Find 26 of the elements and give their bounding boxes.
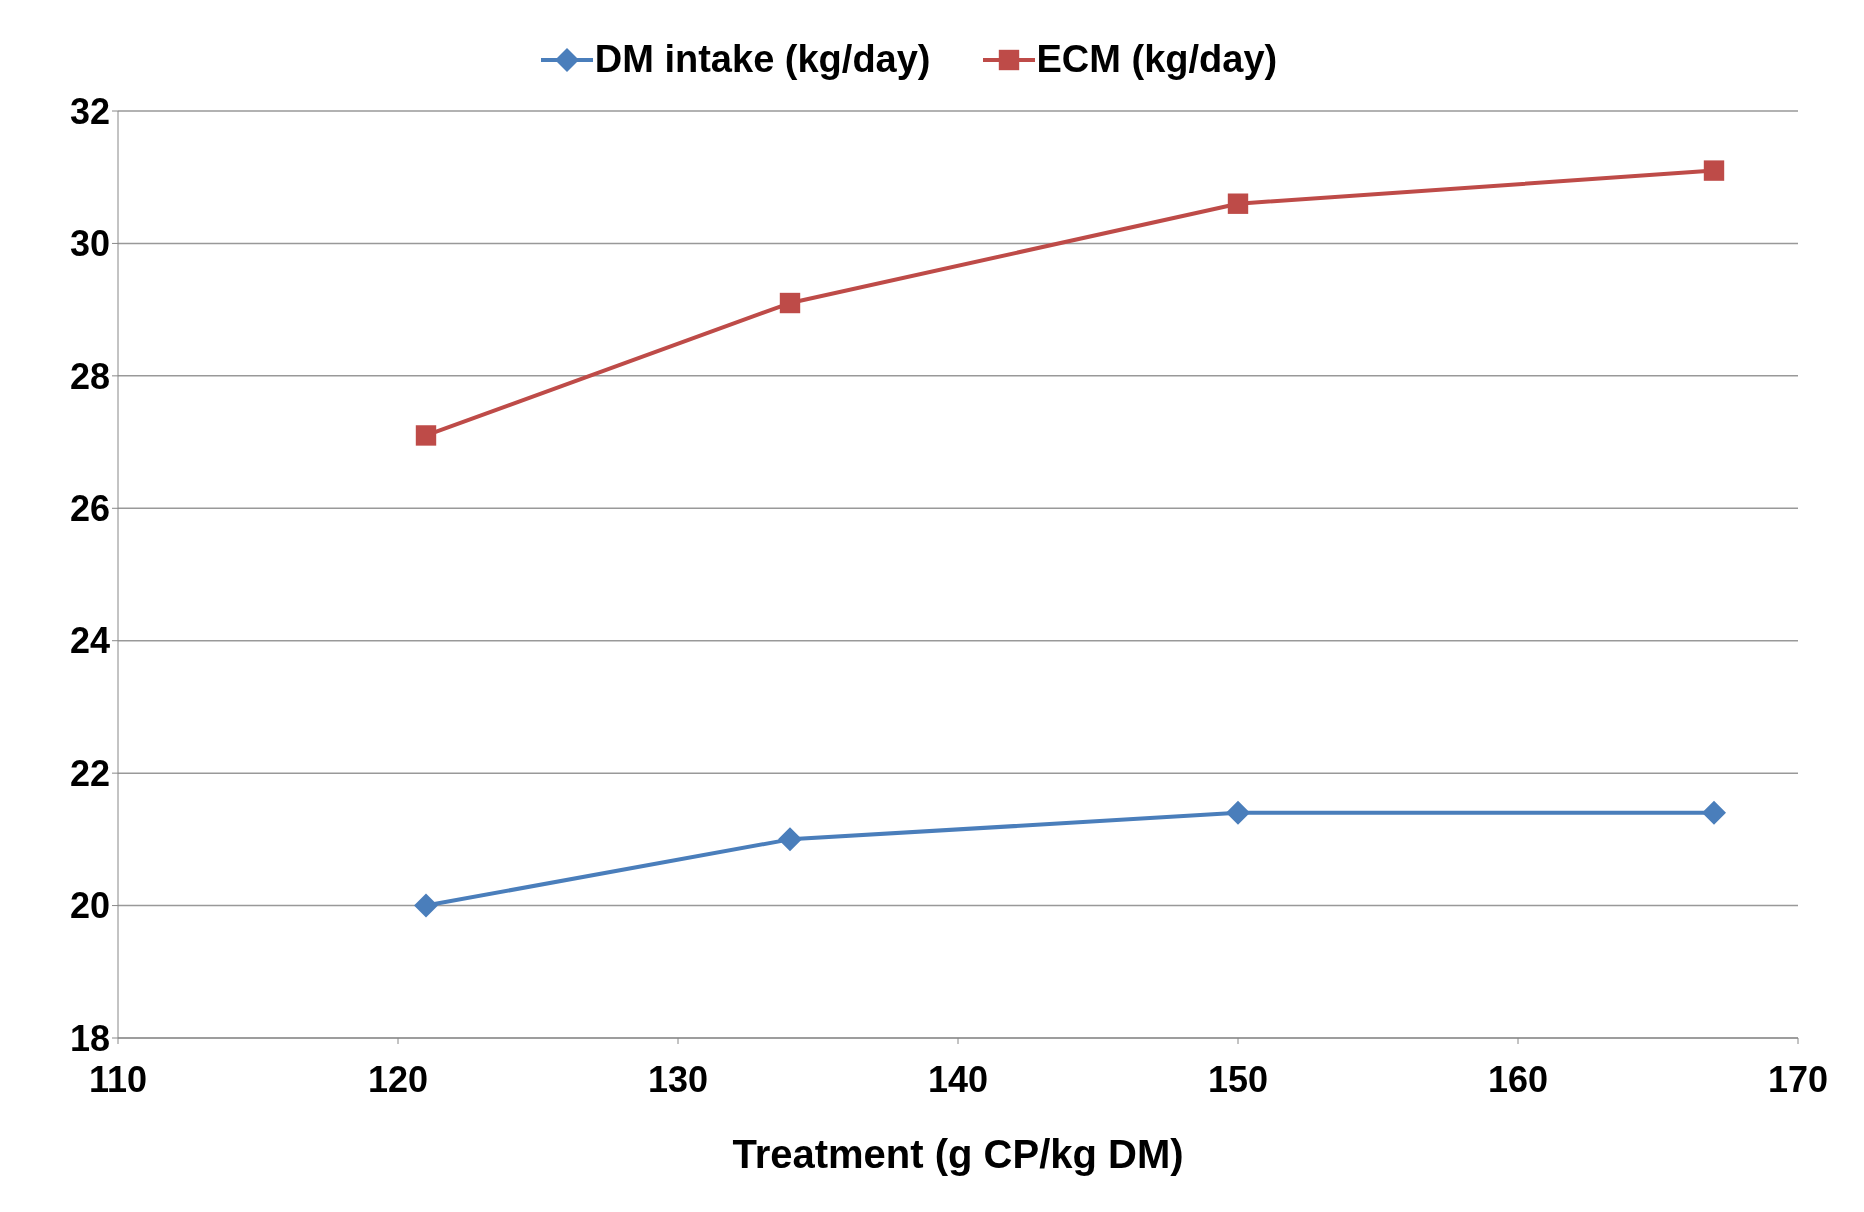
y-tick-label: 20 — [69, 885, 110, 927]
point — [414, 893, 438, 918]
y-tick-label: 26 — [69, 488, 110, 530]
point — [779, 292, 801, 314]
y-tick-label: 32 — [69, 90, 110, 132]
x-tick-label: 160 — [1487, 1058, 1549, 1100]
point — [1227, 193, 1249, 214]
x-tick-label: 140 — [927, 1058, 989, 1100]
x-tick-label: 150 — [1207, 1058, 1269, 1100]
x-tick-label: 130 — [647, 1058, 709, 1100]
x-tick-label: 120 — [367, 1058, 429, 1100]
point — [415, 425, 437, 446]
point — [1226, 800, 1250, 825]
point — [1702, 800, 1726, 825]
y-tick-label: 28 — [69, 355, 110, 397]
y-tick-label: 24 — [69, 620, 110, 662]
y-tick-label: 18 — [69, 1017, 110, 1059]
point — [1703, 160, 1725, 181]
x-tick-label: 170 — [1767, 1058, 1829, 1100]
x-axis-title: Treatment (g CP/kg DM) — [732, 1132, 1184, 1176]
legend-label: DM intake (kg/day) — [594, 38, 931, 81]
y-tick-label: 22 — [69, 752, 110, 794]
y-tick-label: 30 — [69, 223, 110, 265]
x-tick-label: 110 — [88, 1058, 148, 1100]
point — [778, 827, 802, 852]
legend-label: ECM (kg/day) — [1036, 38, 1278, 81]
